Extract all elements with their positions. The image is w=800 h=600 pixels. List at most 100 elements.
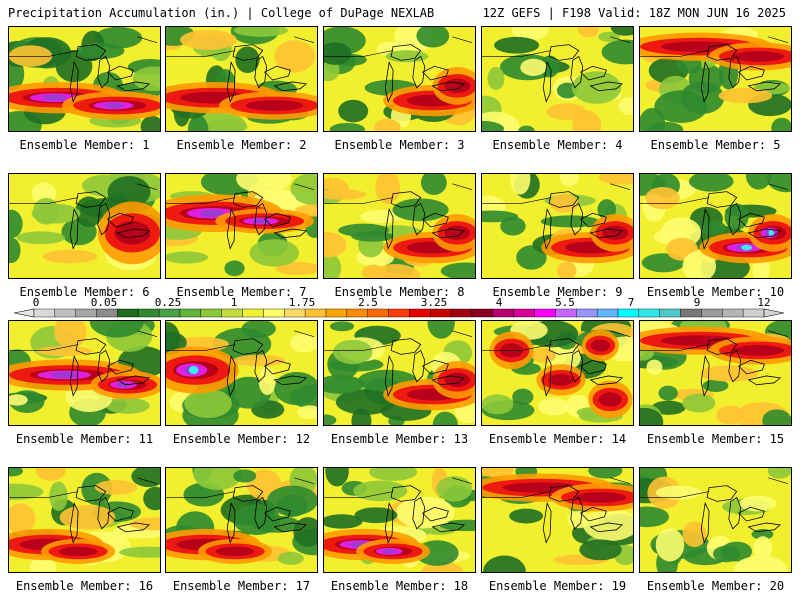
colorbar-bin: [221, 308, 243, 318]
colorbar-tick-label: 4: [495, 296, 503, 309]
great-lakes-outline: [542, 44, 624, 103]
colorbar-bin: [367, 308, 389, 318]
ensemble-panel-1: Ensemble Member: 1: [8, 26, 161, 152]
border-outline: [9, 477, 158, 498]
border-outline: [166, 36, 315, 57]
ensemble-panel-18: Ensemble Member: 18: [323, 467, 476, 593]
colorbar-bin: [117, 308, 139, 318]
panel-label: Ensemble Member: 4: [492, 138, 623, 152]
colorbar-min-arrow: [13, 308, 35, 318]
precip-map: [323, 173, 476, 279]
great-lakes-outline: [542, 191, 624, 250]
great-lakes-outline: [384, 191, 466, 250]
ensemble-panel-6: Ensemble Member: 6: [8, 173, 161, 299]
colorbar-tick-label: 1: [230, 296, 238, 309]
border-outline: [324, 36, 473, 57]
border-outline: [482, 477, 631, 498]
colorbar-tick-label: 5.5: [555, 296, 575, 309]
panel-label: Ensemble Member: 12: [172, 432, 311, 446]
colorbar-tick-label: 0: [32, 296, 40, 309]
precip-map: [323, 320, 476, 426]
great-lakes-outline: [384, 44, 466, 103]
great-lakes-outline: [384, 485, 466, 544]
colorbar-bin: [346, 308, 368, 318]
colorbar-bin: [513, 308, 535, 318]
ensemble-panel-2: Ensemble Member: 2: [165, 26, 318, 152]
chart-title: Precipitation Accumulation (in.) | Colle…: [8, 6, 435, 20]
great-lakes-outline: [226, 44, 308, 103]
colorbar-bin: [492, 308, 514, 318]
ensemble-panel-4: Ensemble Member: 4: [481, 26, 634, 152]
colorbar-bin: [638, 308, 660, 318]
colorbar-bin: [576, 308, 598, 318]
colorbar-bin: [742, 308, 765, 318]
colorbar-bin: [680, 308, 702, 318]
colorbar-bin: [430, 308, 452, 318]
precip-map: [639, 467, 792, 573]
colorbar-bin: [450, 308, 473, 318]
ensemble-panel-5: Ensemble Member: 5: [639, 26, 792, 152]
precip-map: [8, 26, 161, 132]
panel-label: Ensemble Member: 19: [488, 579, 627, 593]
ensemble-panel-20: Ensemble Member: 20: [639, 467, 792, 593]
colorbar-bin: [304, 308, 327, 318]
precip-map: [481, 467, 634, 573]
colorbar-bin: [33, 308, 56, 318]
ensemble-panel-12: Ensemble Member: 12: [165, 320, 318, 446]
panel-label: Ensemble Member: 6: [19, 285, 150, 299]
precip-map: [639, 173, 792, 279]
great-lakes-outline: [542, 485, 624, 544]
border-outline: [324, 330, 473, 351]
colorbar-bin: [471, 308, 494, 318]
great-lakes-outline: [700, 191, 782, 250]
border-outline: [640, 36, 789, 57]
colorbar-tick-label: 7: [627, 296, 635, 309]
border-outline: [166, 330, 315, 351]
colorbar-bin: [659, 308, 681, 318]
colorbar-strip: [13, 308, 785, 318]
panel-label: Ensemble Member: 1: [19, 138, 150, 152]
panel-label: Ensemble Member: 5: [650, 138, 781, 152]
colorbar-tick-label: 1.75: [288, 296, 316, 309]
colorbar-bin: [325, 308, 348, 318]
precip-map: [639, 26, 792, 132]
ensemble-panel-8: Ensemble Member: 8: [323, 173, 476, 299]
panel-label: Ensemble Member: 15: [646, 432, 785, 446]
border-outline: [9, 330, 158, 351]
precip-map: [165, 173, 318, 279]
colorbar-tick-label: 9: [693, 296, 701, 309]
ensemble-panel-7: Ensemble Member: 7: [165, 173, 318, 299]
great-lakes-outline: [226, 485, 308, 544]
great-lakes-outline: [69, 485, 151, 544]
colorbar-tick-label: 0.05: [90, 296, 118, 309]
precip-map: [8, 173, 161, 279]
border-outline: [166, 477, 315, 498]
great-lakes-outline: [226, 191, 308, 250]
precip-map: [481, 173, 634, 279]
border-outline: [166, 183, 315, 204]
colorbar-max-arrow: [763, 308, 785, 318]
ensemble-panel-11: Ensemble Member: 11: [8, 320, 161, 446]
colorbar-bin: [596, 308, 619, 318]
precip-map: [8, 467, 161, 573]
colorbar-bin: [200, 308, 222, 318]
great-lakes-outline: [69, 338, 151, 397]
border-outline: [640, 330, 789, 351]
great-lakes-outline: [69, 191, 151, 250]
precip-map: [481, 320, 634, 426]
border-outline: [640, 477, 789, 498]
panel-label: Ensemble Member: 18: [330, 579, 469, 593]
ensemble-panel-10: Ensemble Member: 10: [639, 173, 792, 299]
colorbar-tick-label: 3.25: [420, 296, 448, 309]
panel-label: Ensemble Member: 11: [15, 432, 154, 446]
panel-label: Ensemble Member: 2: [176, 138, 307, 152]
precip-map: [165, 26, 318, 132]
ensemble-panel-16: Ensemble Member: 16: [8, 467, 161, 593]
ensemble-panel-19: Ensemble Member: 19: [481, 467, 634, 593]
colorbar-bin: [534, 308, 556, 318]
ensemble-panel-15: Ensemble Member: 15: [639, 320, 792, 446]
panel-label: Ensemble Member: 7: [176, 285, 307, 299]
colorbar-bin: [138, 308, 160, 318]
panel-label: Ensemble Member: 16: [15, 579, 154, 593]
